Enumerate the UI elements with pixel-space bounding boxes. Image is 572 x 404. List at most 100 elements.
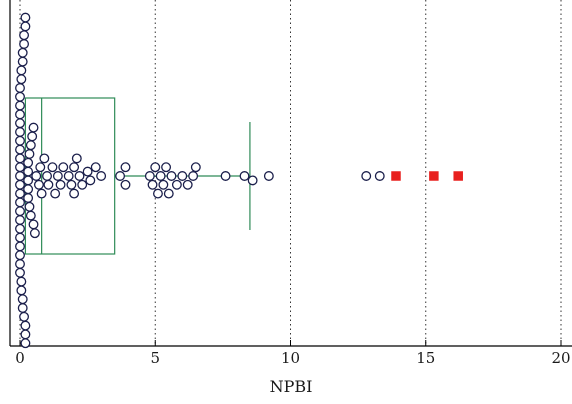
data-point xyxy=(16,74,27,85)
data-point xyxy=(42,171,53,181)
data-point xyxy=(374,171,385,181)
data-point xyxy=(15,259,25,269)
data-point xyxy=(361,171,372,181)
data-point xyxy=(20,329,31,340)
data-point xyxy=(171,179,182,190)
data-point xyxy=(33,179,44,190)
data-point xyxy=(71,153,82,164)
data-point xyxy=(17,294,28,305)
data-point xyxy=(74,171,85,181)
data-point xyxy=(15,188,25,199)
data-point xyxy=(15,250,25,261)
data-point xyxy=(35,162,46,173)
data-point xyxy=(239,171,250,181)
data-point xyxy=(120,179,131,190)
data-point xyxy=(77,179,88,190)
data-point xyxy=(69,162,80,173)
data-point xyxy=(43,179,54,190)
data-point xyxy=(15,267,25,278)
data-point xyxy=(188,171,199,181)
data-point xyxy=(23,175,34,186)
data-point xyxy=(15,171,25,181)
data-point xyxy=(166,171,177,181)
data-point xyxy=(36,188,47,199)
data-point xyxy=(17,56,28,67)
data-point xyxy=(82,166,93,177)
data-point xyxy=(15,144,25,155)
data-point xyxy=(220,171,231,181)
data-point xyxy=(23,166,34,177)
data-point xyxy=(90,162,101,173)
x-tick-label: 15 xyxy=(416,349,435,367)
data-point xyxy=(153,188,163,199)
data-point xyxy=(20,338,31,349)
data-point xyxy=(15,109,25,120)
data-point xyxy=(29,228,40,239)
data-point xyxy=(15,197,25,208)
data-point xyxy=(182,179,193,190)
data-point xyxy=(247,175,258,186)
data-point xyxy=(120,162,131,173)
data-point xyxy=(58,162,69,173)
data-point xyxy=(15,153,25,164)
data-point xyxy=(150,162,161,173)
data-points xyxy=(15,12,385,349)
data-point xyxy=(15,206,25,217)
data-point xyxy=(15,100,25,111)
outlier-point xyxy=(453,171,463,181)
data-point xyxy=(96,171,107,181)
data-point xyxy=(155,171,166,181)
data-point xyxy=(28,122,39,133)
data-point xyxy=(28,219,39,230)
x-tick-label: 10 xyxy=(281,349,300,367)
data-point xyxy=(85,175,96,186)
data-point xyxy=(17,303,28,313)
data-point xyxy=(24,149,35,159)
data-point xyxy=(15,135,25,146)
x-tick-label: 20 xyxy=(551,349,570,367)
data-point xyxy=(55,179,66,190)
data-point xyxy=(158,179,169,190)
data-point xyxy=(69,188,80,199)
data-point xyxy=(23,184,34,195)
data-point xyxy=(16,276,27,287)
data-point xyxy=(15,83,25,93)
data-point xyxy=(147,179,158,190)
data-point xyxy=(23,193,34,203)
data-point xyxy=(16,285,27,296)
data-point xyxy=(20,12,31,23)
data-point xyxy=(161,162,172,173)
axes xyxy=(9,0,572,347)
data-point xyxy=(15,241,25,252)
data-point xyxy=(24,201,35,212)
data-point xyxy=(16,65,27,76)
data-point xyxy=(52,171,63,181)
data-point xyxy=(31,171,42,181)
data-point xyxy=(23,157,34,168)
data-point xyxy=(63,171,74,181)
outlier-points xyxy=(391,171,463,181)
x-tick-label: 0 xyxy=(15,349,25,367)
data-point xyxy=(163,188,174,199)
data-point xyxy=(19,30,30,41)
data-point xyxy=(39,153,50,164)
data-point xyxy=(15,215,25,225)
data-point xyxy=(20,21,31,32)
data-point xyxy=(25,210,36,221)
data-point xyxy=(50,188,61,199)
data-point xyxy=(19,311,30,322)
data-point xyxy=(15,118,25,129)
data-point xyxy=(15,162,25,173)
data-point xyxy=(20,320,31,331)
data-point xyxy=(25,140,36,151)
data-point xyxy=(15,127,25,137)
x-axis-title: NPBI xyxy=(270,377,313,396)
data-point xyxy=(47,162,58,173)
outlier-point xyxy=(391,171,401,181)
data-point xyxy=(190,162,201,173)
data-point xyxy=(19,39,30,49)
data-point xyxy=(144,171,155,181)
data-point xyxy=(27,131,38,142)
